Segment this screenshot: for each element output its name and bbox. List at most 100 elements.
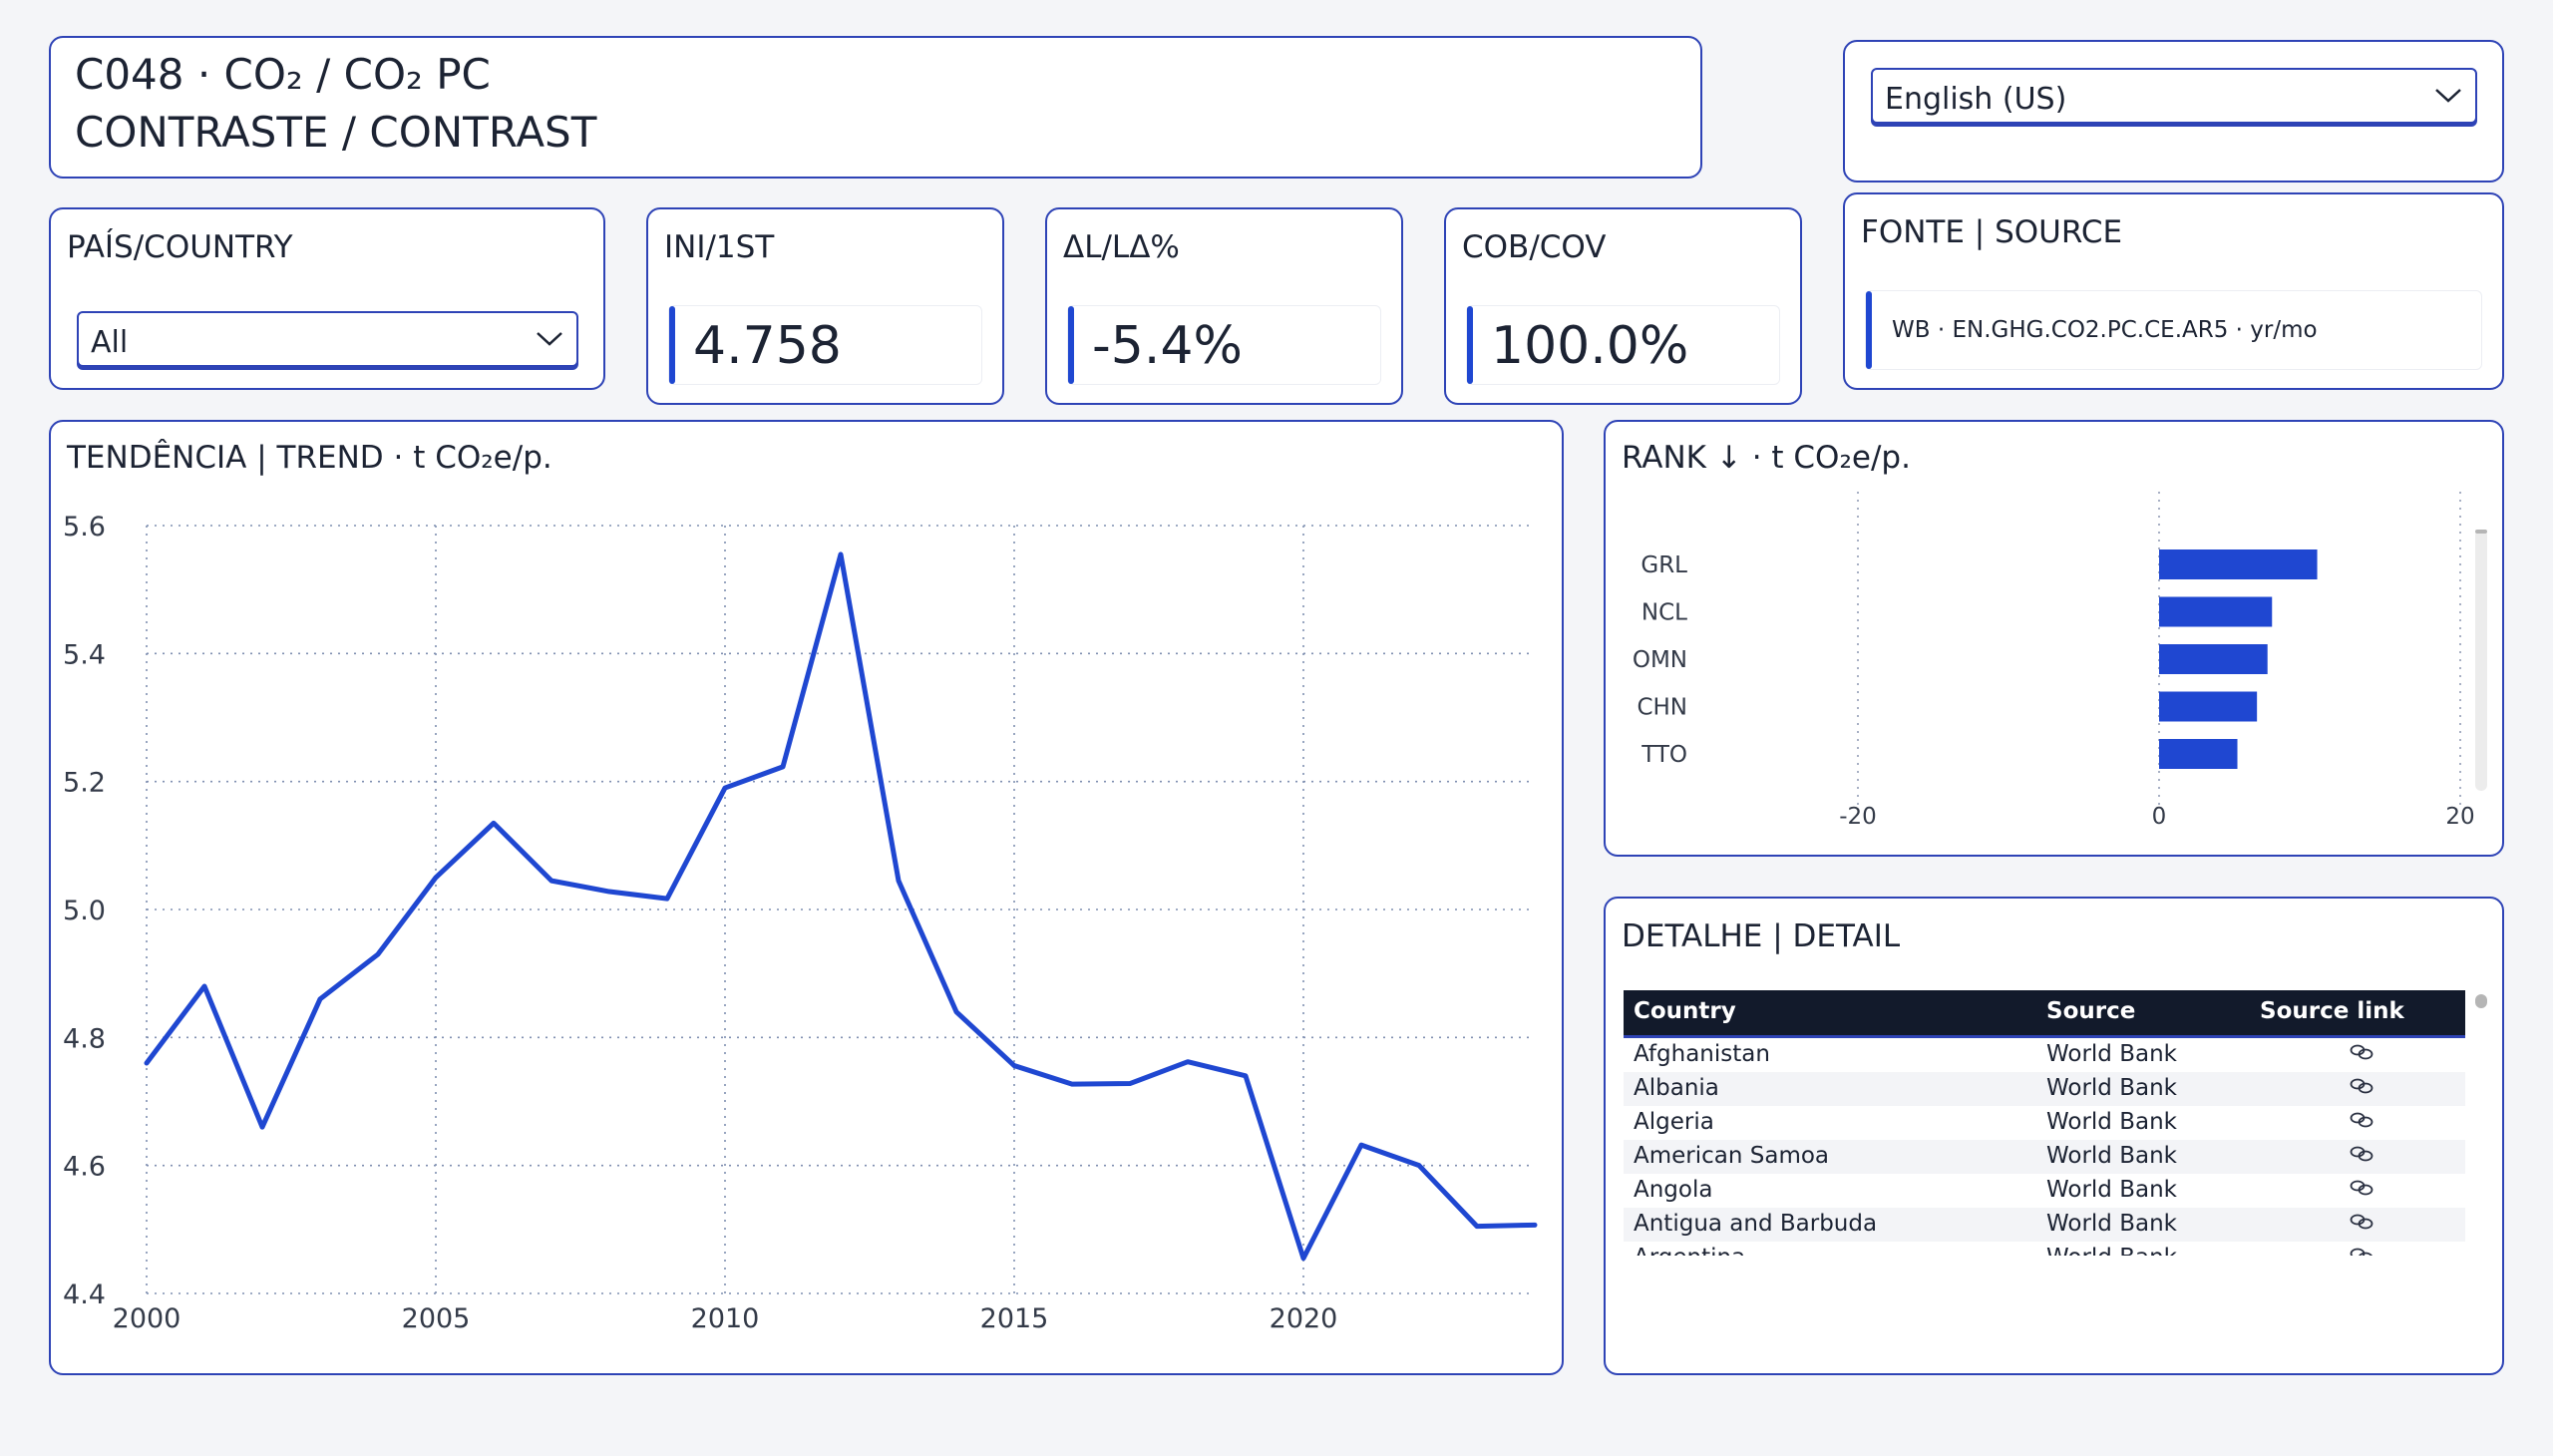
table-row[interactable]: Argentina World Bank <box>1624 1242 2465 1256</box>
country-dropdown[interactable]: All <box>77 311 578 367</box>
source-accent-bar <box>1866 291 1872 369</box>
kpi-accent-bar <box>669 306 675 384</box>
trend-chart: 4.4 4.6 4.8 5.0 5.2 5.4 5.6 2000 2005 2010 2015 202… <box>63 512 1538 1334</box>
page-title: C048 · CO₂ / CO₂ PC <box>75 50 491 99</box>
cell-source: World Bank <box>2046 1177 2177 1203</box>
source-card: FONTE | SOURCE WB · EN.GHG.CO2.PC.CE.AR5… <box>1843 192 2504 390</box>
title-card: C048 · CO₂ / CO₂ PC CONTRASTE / CONTRAST <box>49 36 1702 179</box>
link-icon[interactable] <box>2349 1144 2374 1164</box>
rank-bar <box>2159 596 2273 627</box>
y-tick-label: 5.4 <box>63 639 106 670</box>
country-filter-card: PAÍS/COUNTRY All <box>49 207 605 390</box>
table-header: Country Source Source link <box>1624 990 2465 1038</box>
y-tick-label: 4.8 <box>63 1023 106 1054</box>
cell-source: World Bank <box>2046 1211 2177 1237</box>
trend-chart-title: TENDÊNCIA | TREND · t CO₂e/p. <box>67 440 552 476</box>
x-tick-label: 2010 <box>691 1303 760 1334</box>
column-header-country[interactable]: Country <box>1634 998 1736 1024</box>
chevron-down-icon <box>537 332 562 346</box>
table-row[interactable]: Albania World Bank <box>1624 1072 2465 1106</box>
kpi-value: 100.0% <box>1491 316 1689 376</box>
cell-country: Albania <box>1634 1075 1719 1101</box>
link-icon[interactable] <box>2349 1178 2374 1198</box>
trend-chart-card: TENDÊNCIA | TREND · t CO₂e/p. 4.4 4.6 4.8 5… <box>49 420 1564 1375</box>
link-icon[interactable] <box>2349 1110 2374 1130</box>
link-icon[interactable] <box>2349 1076 2374 1096</box>
table-row[interactable]: American Samoa World Bank <box>1624 1140 2465 1174</box>
link-icon[interactable] <box>2349 1212 2374 1232</box>
y-tick-label: 5.0 <box>63 896 106 926</box>
rank-chart-title: RANK ↓ · t CO₂e/p. <box>1622 440 1911 476</box>
language-dropdown[interactable]: English (US) <box>1871 68 2477 124</box>
detail-table-card: DETALHE | DETAIL Country Source Source l… <box>1604 897 2504 1375</box>
chevron-down-icon <box>2435 89 2461 103</box>
x-tick-label: 0 <box>2152 804 2167 830</box>
cell-source: World Bank <box>2046 1143 2177 1169</box>
rank-scrollbar[interactable] <box>2475 530 2487 791</box>
language-card: English (US) <box>1843 40 2504 182</box>
table-row[interactable]: Antigua and Barbuda World Bank <box>1624 1208 2465 1242</box>
table-row[interactable]: Algeria World Bank <box>1624 1106 2465 1140</box>
bar-category-label: OMN <box>1633 647 1687 673</box>
cell-country: Antigua and Barbuda <box>1634 1211 1878 1237</box>
cell-source: World Bank <box>2046 1109 2177 1135</box>
cell-country: Argentina <box>1634 1245 1745 1256</box>
y-tick-label: 4.6 <box>63 1152 106 1183</box>
source-value-box: WB · EN.GHG.CO2.PC.CE.AR5 · yr/mo <box>1865 290 2482 370</box>
page-subtitle: CONTRASTE / CONTRAST <box>75 108 597 157</box>
kpi-label: COB/COV <box>1462 229 1607 265</box>
cell-country: Afghanistan <box>1634 1041 1770 1067</box>
kpi-card-first: INI/1ST 4.758 <box>646 207 1004 405</box>
x-tick-label: 2000 <box>113 1303 182 1334</box>
y-tick-label: 5.2 <box>63 768 106 799</box>
cell-source: World Bank <box>2046 1041 2177 1067</box>
detail-title: DETALHE | DETAIL <box>1622 918 1901 954</box>
table-row[interactable]: Angola World Bank <box>1624 1174 2465 1208</box>
country-filter-label: PAÍS/COUNTRY <box>67 229 293 265</box>
kpi-card-delta: ΔL/LΔ% -5.4% <box>1045 207 1403 405</box>
cell-country: Angola <box>1634 1177 1713 1203</box>
rank-bar <box>2159 691 2258 722</box>
x-tick-label: 20 <box>2445 804 2474 830</box>
kpi-card-coverage: COB/COV 100.0% <box>1444 207 1802 405</box>
kpi-label: INI/1ST <box>664 229 775 265</box>
bar-category-label: NCL <box>1641 600 1687 626</box>
x-tick-label: -20 <box>1839 804 1877 830</box>
language-selected: English (US) <box>1885 82 2067 117</box>
kpi-accent-bar <box>1467 306 1473 384</box>
table-scrollbar[interactable] <box>2475 994 2487 1008</box>
rank-chart: -20 0 20 GRL NCL OMN CHN TTO <box>1633 492 2475 830</box>
kpi-accent-bar <box>1068 306 1074 384</box>
table-row[interactable]: Afghanistan World Bank <box>1624 1038 2465 1072</box>
country-selected: All <box>91 325 129 360</box>
x-tick-label: 2015 <box>980 1303 1049 1334</box>
x-tick-label: 2020 <box>1270 1303 1338 1334</box>
bar-category-label: TTO <box>1641 742 1687 768</box>
column-header-source-link[interactable]: Source link <box>2260 998 2404 1024</box>
bar-category-label: GRL <box>1641 552 1687 578</box>
rank-bar <box>2159 644 2268 674</box>
cell-source: World Bank <box>2046 1075 2177 1101</box>
rank-chart-card: RANK ↓ · t CO₂e/p. -20 0 20 GRL NCL OMN CHN TTO <box>1604 420 2504 857</box>
link-icon[interactable] <box>2349 1042 2374 1062</box>
source-value: WB · EN.GHG.CO2.PC.CE.AR5 · yr/mo <box>1892 317 2318 343</box>
kpi-label: ΔL/LΔ% <box>1063 229 1180 265</box>
kpi-value-box: 100.0% <box>1466 305 1780 385</box>
cell-source: World Bank <box>2046 1245 2177 1256</box>
rank-bar <box>2159 549 2318 579</box>
rank-bar <box>2159 739 2238 769</box>
column-header-source[interactable]: Source <box>2046 998 2136 1024</box>
trend-series-line <box>144 551 1538 1262</box>
kpi-value: -5.4% <box>1092 316 1243 376</box>
kpi-value: 4.758 <box>693 316 842 376</box>
source-label: FONTE | SOURCE <box>1861 214 2123 250</box>
cell-country: American Samoa <box>1634 1143 1830 1169</box>
table-body: Afghanistan World Bank Albania World Bank Al… <box>1624 1038 2465 1256</box>
x-tick-label: 2005 <box>402 1303 471 1334</box>
link-icon[interactable] <box>2349 1246 2374 1256</box>
y-tick-label: 5.6 <box>63 512 106 543</box>
rank-scrollbar-thumb[interactable] <box>2475 530 2487 534</box>
cell-country: Algeria <box>1634 1109 1714 1135</box>
bar-category-label: CHN <box>1637 695 1687 721</box>
kpi-value-box: -5.4% <box>1067 305 1381 385</box>
